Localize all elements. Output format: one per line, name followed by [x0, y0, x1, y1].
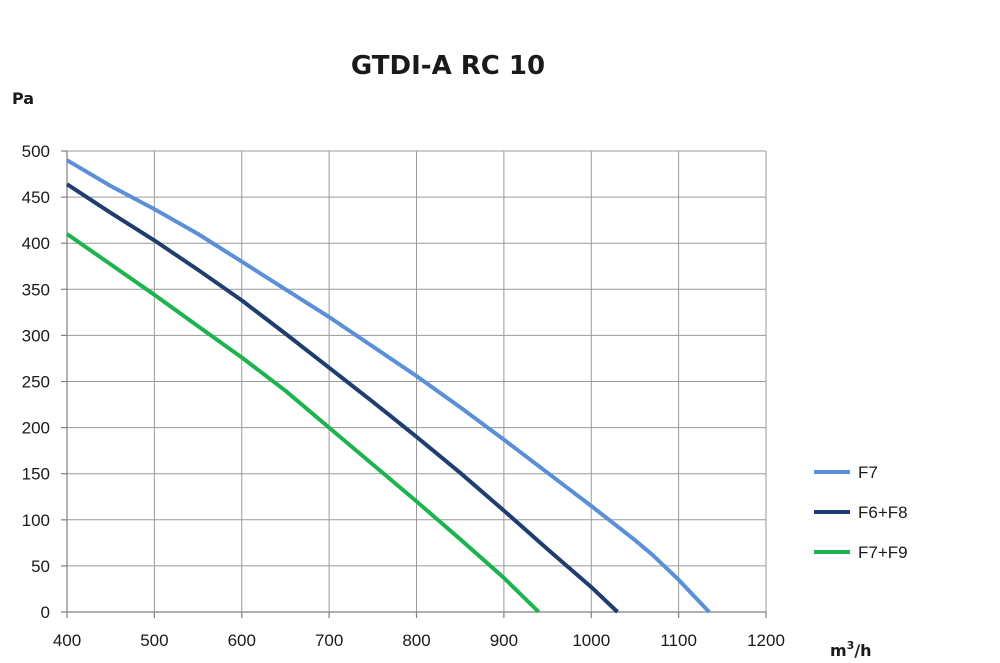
y-tick-label: 350	[22, 280, 50, 299]
x-tick-label: 800	[402, 631, 430, 650]
tick-labels: 0 50 100 150 200 250 300 350 400 450 500 400 500 600 7…	[22, 142, 785, 650]
x-tick-label: 1100	[660, 631, 697, 650]
y-tick-label: 300	[22, 326, 50, 345]
y-axis-label: Pa	[12, 89, 34, 108]
x-tick-label: 1200	[747, 631, 785, 650]
legend-label: F6+F8	[858, 503, 908, 522]
series-line-f7	[65, 158, 711, 614]
y-tick-label: 250	[22, 373, 50, 392]
legend-label: F7+F9	[858, 543, 908, 562]
x-tick-label: 900	[490, 631, 518, 650]
series-lines	[65, 158, 711, 614]
x-axis-label: m3/h	[830, 639, 872, 660]
x-tick-label: 1000	[572, 631, 610, 650]
x-tick-label: 700	[315, 631, 343, 650]
y-tick-label: 150	[22, 465, 50, 484]
y-tick-label: 400	[22, 234, 50, 253]
y-tick-label: 0	[41, 603, 50, 622]
y-tick-label: 200	[22, 419, 50, 438]
y-tick-label: 500	[22, 142, 50, 161]
chart-title: GTDI-A RC 10	[351, 51, 545, 81]
grid	[61, 150, 767, 618]
y-tick-label: 450	[22, 188, 50, 207]
legend: F7 F6+F8 F7+F9	[814, 463, 908, 562]
y-tick-label: 100	[22, 511, 50, 530]
legend-label: F7	[858, 463, 878, 482]
series-line-f6-f8	[65, 182, 619, 614]
x-tick-label: 400	[53, 631, 81, 650]
series-line-f7-f9	[65, 232, 541, 614]
y-tick-label: 50	[31, 557, 50, 576]
x-tick-label: 600	[228, 631, 256, 650]
x-tick-label: 500	[140, 631, 168, 650]
